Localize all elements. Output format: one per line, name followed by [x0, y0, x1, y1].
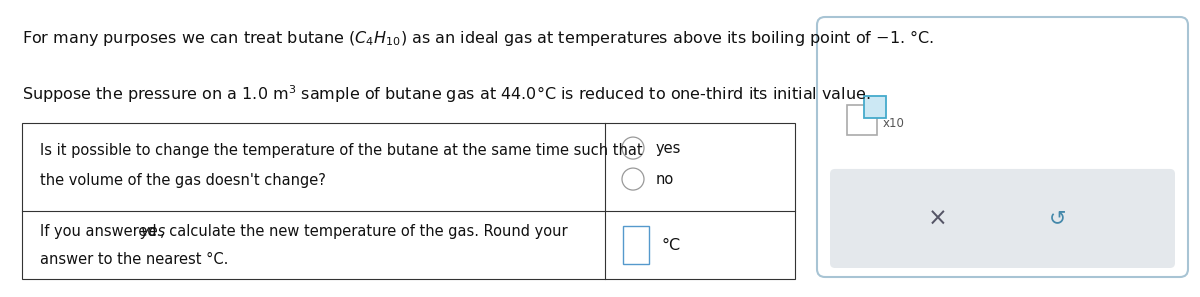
- Bar: [623, 226, 649, 264]
- Text: Suppose the pressure on a 1.0 m$^3$ sample of butane gas at 44.0°C is reduced to: Suppose the pressure on a 1.0 m$^3$ samp…: [22, 83, 870, 105]
- Text: yes: yes: [656, 140, 682, 156]
- Circle shape: [622, 168, 644, 190]
- Bar: [847, 105, 877, 135]
- Text: ×: ×: [928, 206, 947, 230]
- Circle shape: [622, 137, 644, 159]
- Text: If you answered: If you answered: [40, 224, 161, 238]
- FancyBboxPatch shape: [830, 169, 1175, 268]
- Text: For many purposes we can treat butane $\left(C_4H_{10}\right)$ as an ideal gas a: For many purposes we can treat butane $\…: [22, 28, 934, 48]
- Text: the volume of the gas doesn't change?: the volume of the gas doesn't change?: [40, 173, 326, 188]
- Text: °C: °C: [661, 238, 680, 252]
- Text: ↺: ↺: [1049, 208, 1067, 228]
- Text: no: no: [656, 172, 674, 187]
- Text: yes: yes: [140, 224, 166, 238]
- Bar: [864, 96, 886, 118]
- Text: x10: x10: [883, 117, 905, 130]
- Bar: [22, 123, 796, 279]
- Text: Is it possible to change the temperature of the butane at the same time such tha: Is it possible to change the temperature…: [40, 143, 643, 158]
- Text: , calculate the new temperature of the gas. Round your: , calculate the new temperature of the g…: [160, 224, 568, 238]
- FancyBboxPatch shape: [817, 17, 1188, 277]
- Text: answer to the nearest °C.: answer to the nearest °C.: [40, 252, 228, 267]
